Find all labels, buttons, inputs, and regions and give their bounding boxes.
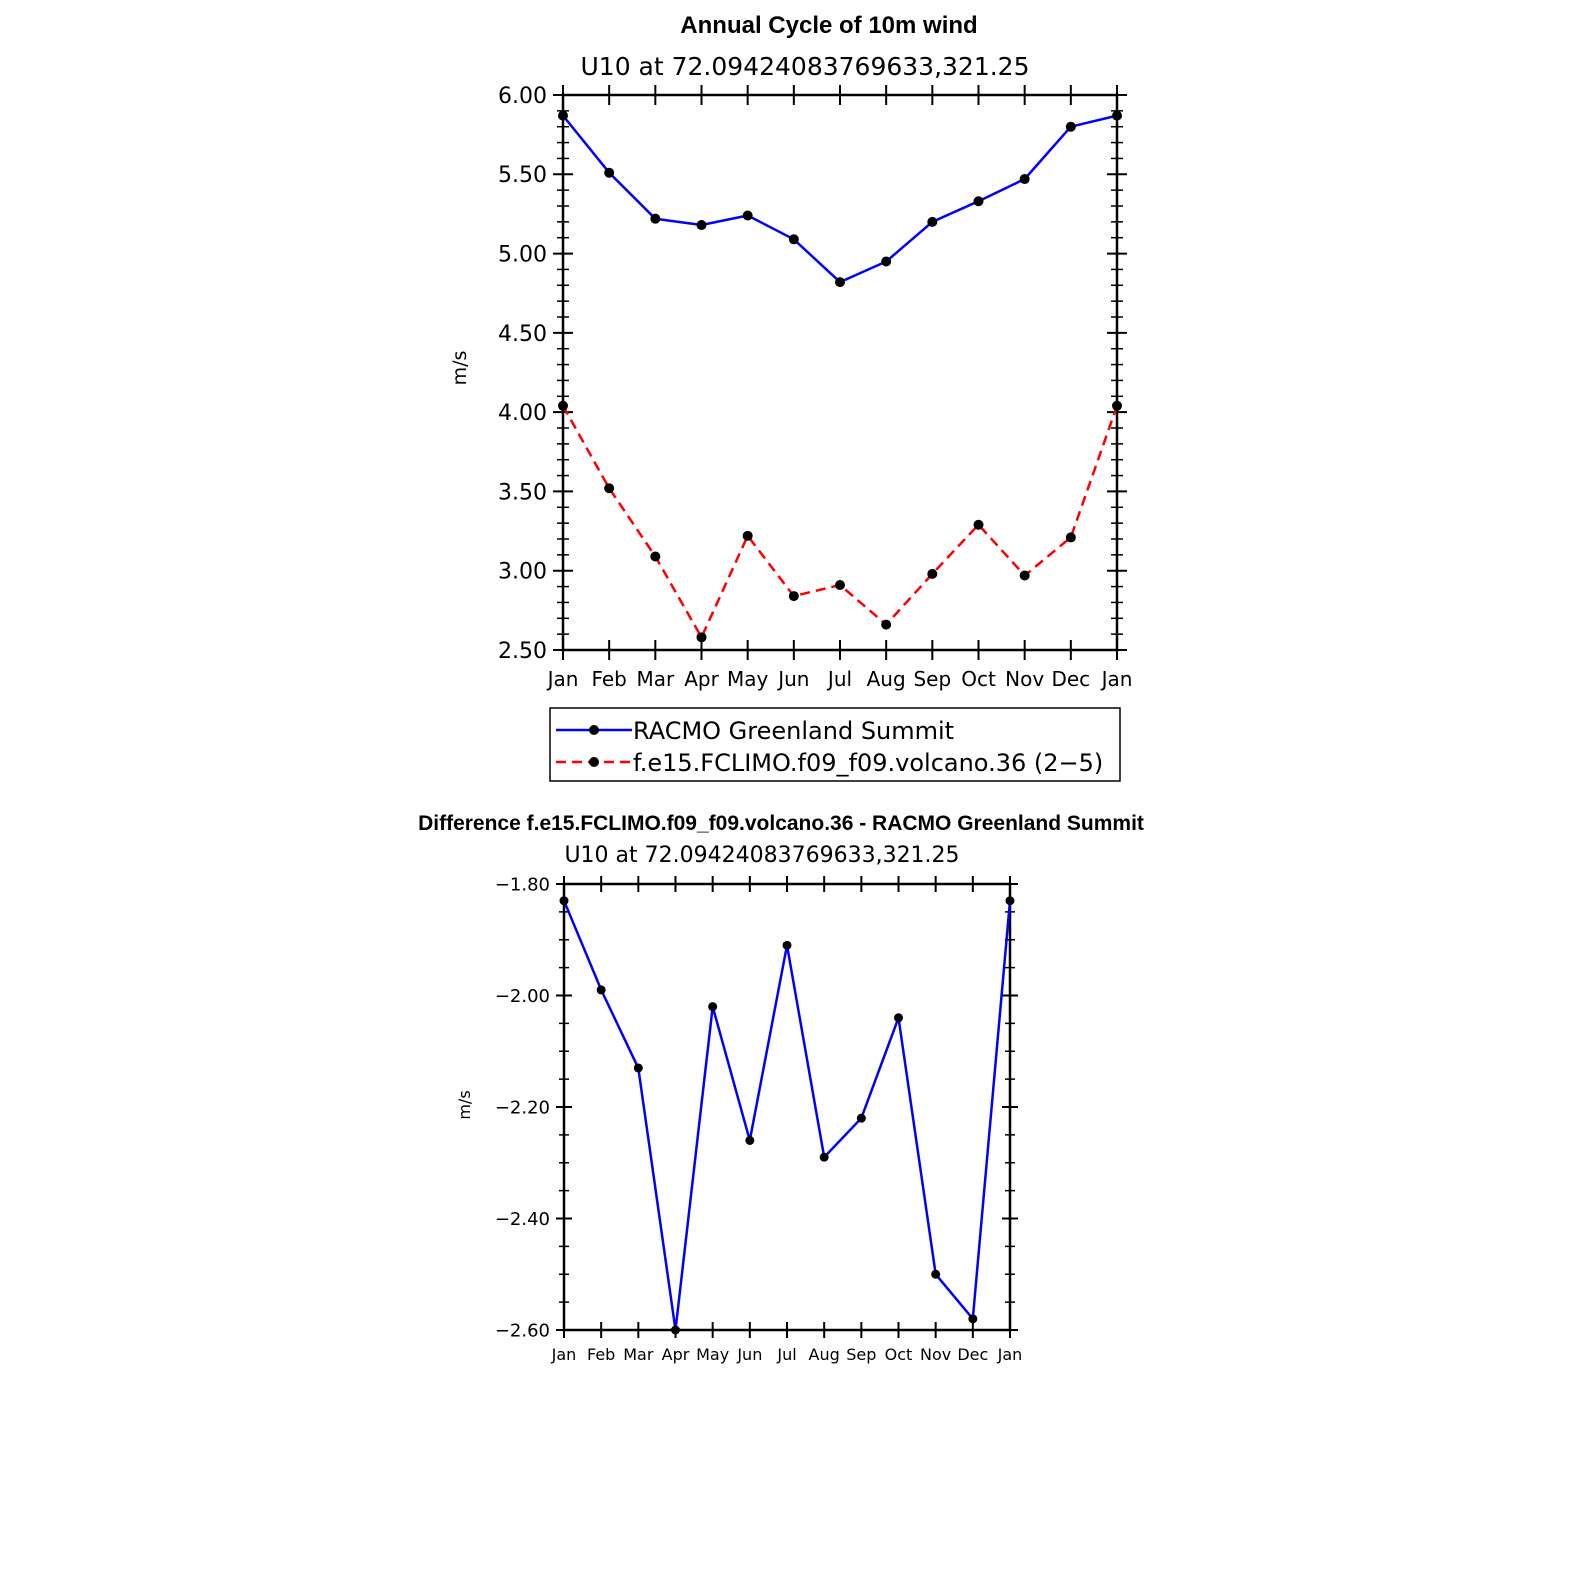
chart1-series-1-point bbox=[973, 196, 984, 207]
legend-label-series-1: RACMO Greenland Summit bbox=[633, 717, 954, 745]
chart1-series-2-line bbox=[561, 405, 1119, 639]
chart1-series-2-point bbox=[696, 632, 707, 643]
chart2-xtick-label: Jan bbox=[551, 1345, 577, 1364]
chart2-series-1-point bbox=[671, 1325, 680, 1335]
chart1-series-2-point bbox=[650, 551, 661, 562]
chart2-series-1-point bbox=[1005, 896, 1015, 906]
chart1-series-1-point bbox=[835, 277, 845, 288]
chart1-legend: RACMO Greenland Summit f.e15.FCLIMO.f09_… bbox=[549, 707, 1121, 782]
chart2-series-1-point bbox=[596, 985, 606, 995]
chart1-ytick-label: 4.50 bbox=[498, 322, 547, 347]
chart2-ytick-label: −2.00 bbox=[495, 986, 550, 1007]
chart2-xtick-label: May bbox=[696, 1345, 729, 1364]
chart2-plot: −2.60 −2.40 −2.20 −2.00 −1.80 Jan Feb Mar Apr May… bbox=[495, 874, 1023, 1364]
chart1-series-2-point bbox=[604, 483, 615, 494]
chart2-ylabel: m/s bbox=[455, 1090, 474, 1119]
chart2-ytick-label: −2.60 bbox=[495, 1320, 550, 1341]
chart2-subtitle: U10 at 72.09424083769633,321.25 bbox=[564, 843, 959, 868]
chart1-ytick-label: 3.50 bbox=[498, 480, 547, 505]
chart1-xtick-label: May bbox=[727, 667, 769, 691]
chart2-xtick-label: Jun bbox=[736, 1345, 762, 1364]
chart2-series-1-point bbox=[782, 940, 792, 950]
chart1-ytick-label: 6.00 bbox=[498, 84, 547, 109]
chart2-series-1-point bbox=[633, 1063, 643, 1073]
chart1-series-1-point bbox=[558, 110, 568, 121]
chart1-series-1-point bbox=[1112, 110, 1122, 121]
chart1-xtick-label: Aug bbox=[867, 667, 906, 691]
chart1-series-1-point bbox=[1065, 121, 1076, 132]
chart1-series-1-point bbox=[788, 234, 799, 245]
chart1-series-2-point bbox=[788, 591, 799, 602]
chart1-ytick-label: 5.00 bbox=[498, 242, 547, 267]
chart1-ytick-label: 3.00 bbox=[498, 560, 547, 585]
chart2-xtick-label: Apr bbox=[662, 1345, 690, 1364]
chart2-ytick-label: −1.80 bbox=[495, 874, 550, 895]
chart1-series-1-point bbox=[1019, 174, 1030, 185]
chart1-series-2-point bbox=[1112, 400, 1122, 411]
chart1-ytick-label: 4.00 bbox=[498, 401, 547, 426]
chart1-series-1-point bbox=[881, 256, 892, 267]
legend-marker-series-2 bbox=[589, 757, 599, 767]
chart2-series-1-point bbox=[968, 1314, 978, 1324]
chart2-series-1-point bbox=[819, 1152, 829, 1162]
chart2-xtick-label: Nov bbox=[920, 1345, 951, 1364]
chart1-series-2-point bbox=[1065, 532, 1076, 543]
chart2-ytick-label: −2.20 bbox=[495, 1097, 550, 1118]
chart2-xtick-label: Dec bbox=[957, 1345, 988, 1364]
legend-label-series-2: f.e15.FCLIMO.f09_f09.volcano.36 (2−5) bbox=[633, 749, 1103, 777]
chart1-series-2-point bbox=[835, 579, 845, 590]
chart1-series-2-point bbox=[881, 619, 892, 630]
legend-box bbox=[549, 707, 1121, 782]
chart1-xtick-label: Jun bbox=[776, 667, 809, 691]
chart1-series-1-line bbox=[562, 114, 1118, 284]
chart1-subtitle: U10 at 72.09424083769633,321.25 bbox=[581, 52, 1030, 81]
chart1-series-2-point bbox=[927, 568, 938, 579]
chart1-series-1-point bbox=[650, 213, 661, 224]
chart1-xtick-label: Feb bbox=[591, 667, 626, 691]
chart1-xtick-label: Dec bbox=[1051, 667, 1090, 691]
chart1-series-1-point bbox=[696, 220, 707, 231]
chart1-series-2-point bbox=[558, 400, 568, 411]
chart1-xtick-label: Jul bbox=[826, 667, 852, 691]
legend-marker-series-1 bbox=[589, 725, 599, 735]
chart2-xtick-label: Jul bbox=[776, 1345, 796, 1364]
chart1-series-1-point bbox=[742, 210, 753, 221]
chart2-series-1-point bbox=[894, 1013, 903, 1023]
chart1-title: Annual Cycle of 10m wind bbox=[680, 12, 977, 39]
chart2-ytick-label: −2.40 bbox=[495, 1209, 550, 1230]
chart1-xtick-label: Sep bbox=[913, 667, 951, 691]
chart1-xtick-label: Jan bbox=[1100, 667, 1133, 691]
chart2-series-1-line bbox=[562, 900, 1012, 1332]
chart1-series-2-point bbox=[973, 519, 984, 530]
chart2-xtick-label: Aug bbox=[809, 1345, 840, 1364]
chart1-series-2-point bbox=[1019, 570, 1030, 581]
chart2-title: Difference f.e15.FCLIMO.f09_f09.volcano.… bbox=[418, 812, 1144, 835]
chart2-xtick-label: Feb bbox=[587, 1345, 615, 1364]
chart2-series-1-point bbox=[856, 1113, 866, 1123]
chart1-ylabel: m/s bbox=[449, 351, 471, 386]
chart1-series-2-point bbox=[742, 530, 753, 541]
chart2-xtick-label: Jan bbox=[997, 1345, 1023, 1364]
chart1-ytick-label: 2.50 bbox=[498, 639, 547, 664]
chart1-xtick-label: Mar bbox=[636, 667, 675, 691]
chart1-plot: 2.50 3.00 3.50 4.00 4.50 5.00 5.50 6.00 Jan Feb Ma… bbox=[498, 84, 1132, 691]
chart2-xtick-label: Oct bbox=[885, 1345, 913, 1364]
chart2-xtick-label: Mar bbox=[623, 1345, 654, 1364]
chart2-series-1-point bbox=[931, 1269, 941, 1279]
chart1-plot-frame bbox=[561, 93, 1119, 652]
chart1-xtick-label: Nov bbox=[1005, 667, 1044, 691]
chart2-series-1-point bbox=[559, 896, 569, 906]
chart1-series-1-point bbox=[927, 216, 938, 227]
chart1-series-1-point bbox=[604, 167, 615, 178]
chart1-xtick-label: Apr bbox=[684, 667, 719, 691]
chart1-ytick-label: 5.50 bbox=[498, 163, 547, 188]
chart2-series-1-point bbox=[745, 1135, 755, 1145]
chart1-xtick-label: Oct bbox=[961, 667, 996, 691]
chart2-xtick-label: Sep bbox=[846, 1345, 876, 1364]
chart1-xtick-label: Jan bbox=[546, 667, 579, 691]
chart2-series-1-point bbox=[708, 1002, 718, 1012]
